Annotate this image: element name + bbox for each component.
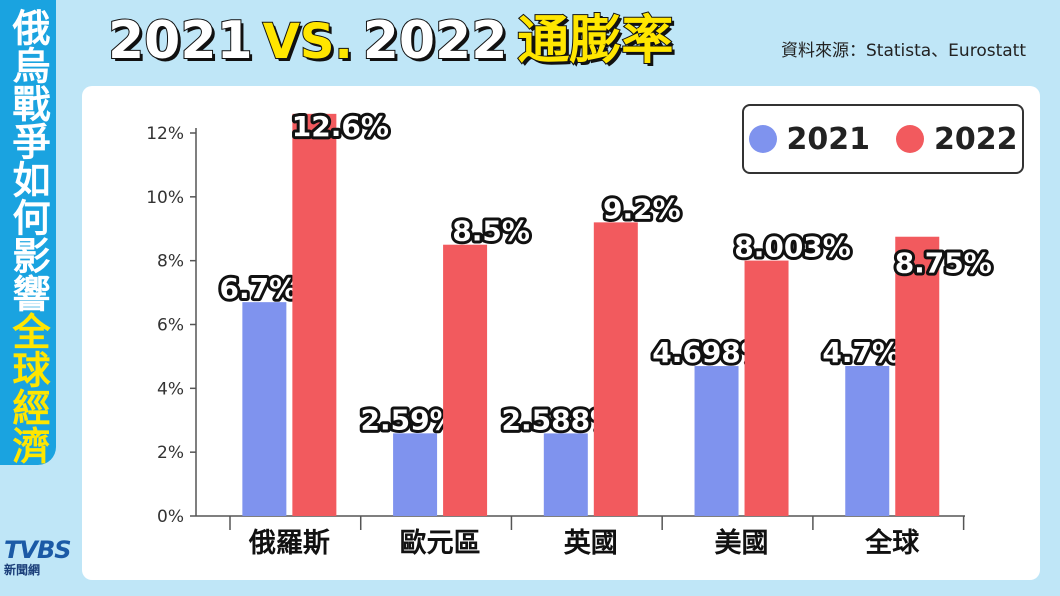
- side-banner-text: 俄烏戰爭如何影響: [6, 8, 50, 312]
- legend-swatch-2021: [748, 125, 777, 153]
- category-label: 俄羅斯: [248, 528, 330, 559]
- y-tick-label: 0%: [157, 507, 184, 527]
- legend-label-2022: 2022: [934, 121, 1018, 157]
- y-tick-label: 12%: [146, 124, 184, 144]
- side-banner: 俄烏戰爭如何影響 全球經濟: [0, 0, 56, 465]
- title-year-2022: 2022: [362, 10, 509, 72]
- category-label: 美國: [715, 527, 769, 559]
- logo-subtitle: 新聞網: [4, 563, 41, 577]
- legend-label-2021: 2021: [786, 121, 871, 157]
- title-year-2021: 2021: [107, 10, 254, 72]
- page-title: 2021 VS. 2022 通膨率: [107, 10, 674, 72]
- category-label: 全球: [864, 527, 920, 559]
- bar-2022: [744, 260, 789, 516]
- data-label-2022: 8.75%: [895, 247, 992, 280]
- data-label-2022: 8.003%: [734, 231, 851, 264]
- y-tick-label: 8%: [157, 252, 184, 272]
- title-main: 通膨率: [516, 10, 674, 72]
- side-banner-highlight: 全球經濟: [6, 312, 50, 464]
- bar-2021: [845, 365, 890, 516]
- bar-2021: [393, 433, 438, 516]
- y-tick-label: 6%: [157, 316, 184, 336]
- y-tick-label: 10%: [146, 188, 184, 208]
- bar-2022: [443, 244, 488, 517]
- title-vs: VS.: [262, 13, 354, 71]
- data-label-2021: 2.59%: [361, 403, 458, 436]
- chart-legend: 2021 2022: [742, 104, 1024, 174]
- y-tick-label: 4%: [157, 379, 184, 399]
- legend-item-2021: 2021: [748, 121, 871, 157]
- data-label-2022: 9.2%: [603, 192, 681, 225]
- bar-2022: [895, 236, 940, 516]
- logo-mark: TVBS: [4, 536, 72, 564]
- category-label: 歐元區: [400, 528, 481, 559]
- category-label: 英國: [564, 528, 618, 559]
- y-tick-label: 2%: [157, 443, 184, 463]
- bar-2021: [543, 433, 588, 516]
- source-note: 資料來源：Statista、Eurostatt: [780, 41, 1026, 61]
- data-label-2022: 8.5%: [452, 215, 530, 248]
- data-label-2021: 6.7%: [220, 272, 298, 305]
- bar-2021: [242, 302, 287, 516]
- tvbs-logo: TVBS 新聞網: [4, 536, 82, 592]
- bar-2021: [694, 366, 739, 516]
- bar-2022: [292, 113, 337, 516]
- legend-item-2022: 2022: [896, 122, 1018, 157]
- data-label-2021: 4.7%: [822, 336, 900, 369]
- bar-2022: [593, 222, 638, 516]
- legend-swatch-2022: [896, 125, 924, 153]
- data-label-2022: 12.6%: [292, 110, 389, 143]
